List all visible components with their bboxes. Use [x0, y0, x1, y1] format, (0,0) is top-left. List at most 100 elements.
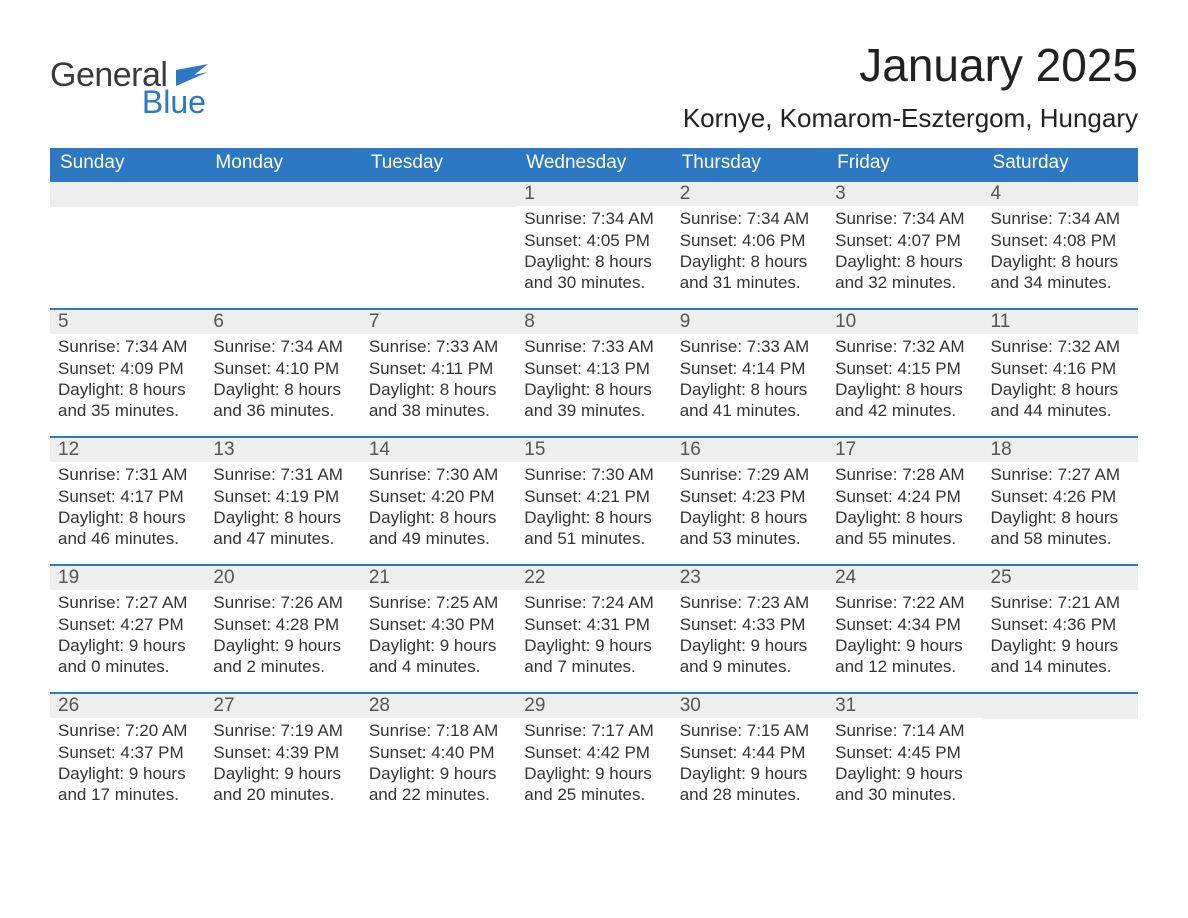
- daylight-text: Daylight: 8 hours and 41 minutes.: [680, 379, 819, 422]
- sunrise-text: Sunrise: 7:34 AM: [58, 336, 197, 357]
- daylight-text: Daylight: 9 hours and 2 minutes.: [213, 635, 352, 678]
- day-number: 23: [672, 566, 827, 591]
- sunset-text: Sunset: 4:40 PM: [369, 742, 508, 763]
- daylight-text: Daylight: 9 hours and 4 minutes.: [369, 635, 508, 678]
- sunrise-text: Sunrise: 7:33 AM: [369, 336, 508, 357]
- day-number: 25: [983, 566, 1138, 591]
- day-number: 6: [205, 310, 360, 335]
- daylight-text: Daylight: 9 hours and 12 minutes.: [835, 635, 974, 678]
- daylight-text: Daylight: 9 hours and 30 minutes.: [835, 763, 974, 806]
- day-number: 14: [361, 438, 516, 463]
- calendar-day-cell: 27Sunrise: 7:19 AMSunset: 4:39 PMDayligh…: [205, 693, 360, 821]
- day-details: Sunrise: 7:21 AMSunset: 4:36 PMDaylight:…: [983, 590, 1138, 683]
- calendar-day-cell: 9Sunrise: 7:33 AMSunset: 4:14 PMDaylight…: [672, 309, 827, 437]
- sunset-text: Sunset: 4:23 PM: [680, 486, 819, 507]
- calendar-day-cell: 12Sunrise: 7:31 AMSunset: 4:17 PMDayligh…: [50, 437, 205, 565]
- day-number-empty: [983, 694, 1138, 719]
- weekday-header: Tuesday: [361, 148, 516, 181]
- day-details: Sunrise: 7:34 AMSunset: 4:06 PMDaylight:…: [672, 206, 827, 299]
- day-details: Sunrise: 7:28 AMSunset: 4:24 PMDaylight:…: [827, 462, 982, 555]
- sunset-text: Sunset: 4:14 PM: [680, 358, 819, 379]
- sunrise-text: Sunrise: 7:28 AM: [835, 464, 974, 485]
- sunrise-text: Sunrise: 7:24 AM: [524, 592, 663, 613]
- calendar-body: 1Sunrise: 7:34 AMSunset: 4:05 PMDaylight…: [50, 181, 1138, 821]
- sunrise-text: Sunrise: 7:34 AM: [524, 208, 663, 229]
- sunset-text: Sunset: 4:11 PM: [369, 358, 508, 379]
- calendar-week-row: 1Sunrise: 7:34 AMSunset: 4:05 PMDaylight…: [50, 181, 1138, 309]
- calendar-day-cell: 28Sunrise: 7:18 AMSunset: 4:40 PMDayligh…: [361, 693, 516, 821]
- day-number-empty: [361, 182, 516, 207]
- calendar-table: SundayMondayTuesdayWednesdayThursdayFrid…: [50, 148, 1138, 821]
- sunrise-text: Sunrise: 7:15 AM: [680, 720, 819, 741]
- day-details: Sunrise: 7:22 AMSunset: 4:34 PMDaylight:…: [827, 590, 982, 683]
- daylight-text: Daylight: 8 hours and 34 minutes.: [991, 251, 1130, 294]
- sunset-text: Sunset: 4:31 PM: [524, 614, 663, 635]
- day-number: 26: [50, 694, 205, 719]
- calendar-day-cell: 5Sunrise: 7:34 AMSunset: 4:09 PMDaylight…: [50, 309, 205, 437]
- daylight-text: Daylight: 8 hours and 53 minutes.: [680, 507, 819, 550]
- calendar-day-cell: 24Sunrise: 7:22 AMSunset: 4:34 PMDayligh…: [827, 565, 982, 693]
- day-number: 19: [50, 566, 205, 591]
- daylight-text: Daylight: 8 hours and 47 minutes.: [213, 507, 352, 550]
- sunrise-text: Sunrise: 7:27 AM: [58, 592, 197, 613]
- day-details: Sunrise: 7:34 AMSunset: 4:05 PMDaylight:…: [516, 206, 671, 299]
- day-details: Sunrise: 7:32 AMSunset: 4:16 PMDaylight:…: [983, 334, 1138, 427]
- day-details: Sunrise: 7:25 AMSunset: 4:30 PMDaylight:…: [361, 590, 516, 683]
- day-number-empty: [205, 182, 360, 207]
- day-number: 10: [827, 310, 982, 335]
- day-number: 18: [983, 438, 1138, 463]
- sunset-text: Sunset: 4:42 PM: [524, 742, 663, 763]
- daylight-text: Daylight: 8 hours and 35 minutes.: [58, 379, 197, 422]
- calendar-day-cell: 20Sunrise: 7:26 AMSunset: 4:28 PMDayligh…: [205, 565, 360, 693]
- calendar-day-cell: 31Sunrise: 7:14 AMSunset: 4:45 PMDayligh…: [827, 693, 982, 821]
- day-details: Sunrise: 7:33 AMSunset: 4:14 PMDaylight:…: [672, 334, 827, 427]
- calendar-week-row: 26Sunrise: 7:20 AMSunset: 4:37 PMDayligh…: [50, 693, 1138, 821]
- sunrise-text: Sunrise: 7:18 AM: [369, 720, 508, 741]
- title-block: January 2025 Kornye, Komarom-Esztergom, …: [683, 40, 1138, 134]
- sunset-text: Sunset: 4:21 PM: [524, 486, 663, 507]
- calendar-day-cell: 3Sunrise: 7:34 AMSunset: 4:07 PMDaylight…: [827, 181, 982, 309]
- sunset-text: Sunset: 4:44 PM: [680, 742, 819, 763]
- day-number: 5: [50, 310, 205, 335]
- calendar-day-cell: 29Sunrise: 7:17 AMSunset: 4:42 PMDayligh…: [516, 693, 671, 821]
- sunrise-text: Sunrise: 7:27 AM: [991, 464, 1130, 485]
- page-title: January 2025: [683, 40, 1138, 91]
- day-details: Sunrise: 7:24 AMSunset: 4:31 PMDaylight:…: [516, 590, 671, 683]
- calendar-day-cell: 11Sunrise: 7:32 AMSunset: 4:16 PMDayligh…: [983, 309, 1138, 437]
- sunrise-text: Sunrise: 7:33 AM: [680, 336, 819, 357]
- daylight-text: Daylight: 8 hours and 39 minutes.: [524, 379, 663, 422]
- calendar-day-cell: 19Sunrise: 7:27 AMSunset: 4:27 PMDayligh…: [50, 565, 205, 693]
- sunrise-text: Sunrise: 7:31 AM: [58, 464, 197, 485]
- calendar-day-cell: 26Sunrise: 7:20 AMSunset: 4:37 PMDayligh…: [50, 693, 205, 821]
- calendar-day-cell: 16Sunrise: 7:29 AMSunset: 4:23 PMDayligh…: [672, 437, 827, 565]
- sunrise-text: Sunrise: 7:14 AM: [835, 720, 974, 741]
- calendar-day-cell: 21Sunrise: 7:25 AMSunset: 4:30 PMDayligh…: [361, 565, 516, 693]
- sunset-text: Sunset: 4:08 PM: [991, 230, 1130, 251]
- sunset-text: Sunset: 4:24 PM: [835, 486, 974, 507]
- sunset-text: Sunset: 4:19 PM: [213, 486, 352, 507]
- day-number: 15: [516, 438, 671, 463]
- day-details: Sunrise: 7:14 AMSunset: 4:45 PMDaylight:…: [827, 718, 982, 811]
- weekday-header: Sunday: [50, 148, 205, 181]
- sunset-text: Sunset: 4:17 PM: [58, 486, 197, 507]
- day-number: 30: [672, 694, 827, 719]
- flag-icon: [176, 64, 208, 86]
- day-details: Sunrise: 7:30 AMSunset: 4:20 PMDaylight:…: [361, 462, 516, 555]
- brand-text: General Blue: [50, 58, 208, 118]
- calendar-day-cell: 17Sunrise: 7:28 AMSunset: 4:24 PMDayligh…: [827, 437, 982, 565]
- day-details: Sunrise: 7:19 AMSunset: 4:39 PMDaylight:…: [205, 718, 360, 811]
- sunset-text: Sunset: 4:05 PM: [524, 230, 663, 251]
- calendar-day-cell: 7Sunrise: 7:33 AMSunset: 4:11 PMDaylight…: [361, 309, 516, 437]
- calendar-day-cell: [983, 693, 1138, 821]
- day-number-empty: [50, 182, 205, 207]
- day-number: 28: [361, 694, 516, 719]
- day-details: Sunrise: 7:26 AMSunset: 4:28 PMDaylight:…: [205, 590, 360, 683]
- day-details: Sunrise: 7:31 AMSunset: 4:19 PMDaylight:…: [205, 462, 360, 555]
- sunrise-text: Sunrise: 7:30 AM: [369, 464, 508, 485]
- weekday-header: Saturday: [983, 148, 1138, 181]
- day-number: 11: [983, 310, 1138, 335]
- day-details: Sunrise: 7:34 AMSunset: 4:09 PMDaylight:…: [50, 334, 205, 427]
- day-details: Sunrise: 7:20 AMSunset: 4:37 PMDaylight:…: [50, 718, 205, 811]
- calendar-day-cell: 4Sunrise: 7:34 AMSunset: 4:08 PMDaylight…: [983, 181, 1138, 309]
- day-details: Sunrise: 7:34 AMSunset: 4:08 PMDaylight:…: [983, 206, 1138, 299]
